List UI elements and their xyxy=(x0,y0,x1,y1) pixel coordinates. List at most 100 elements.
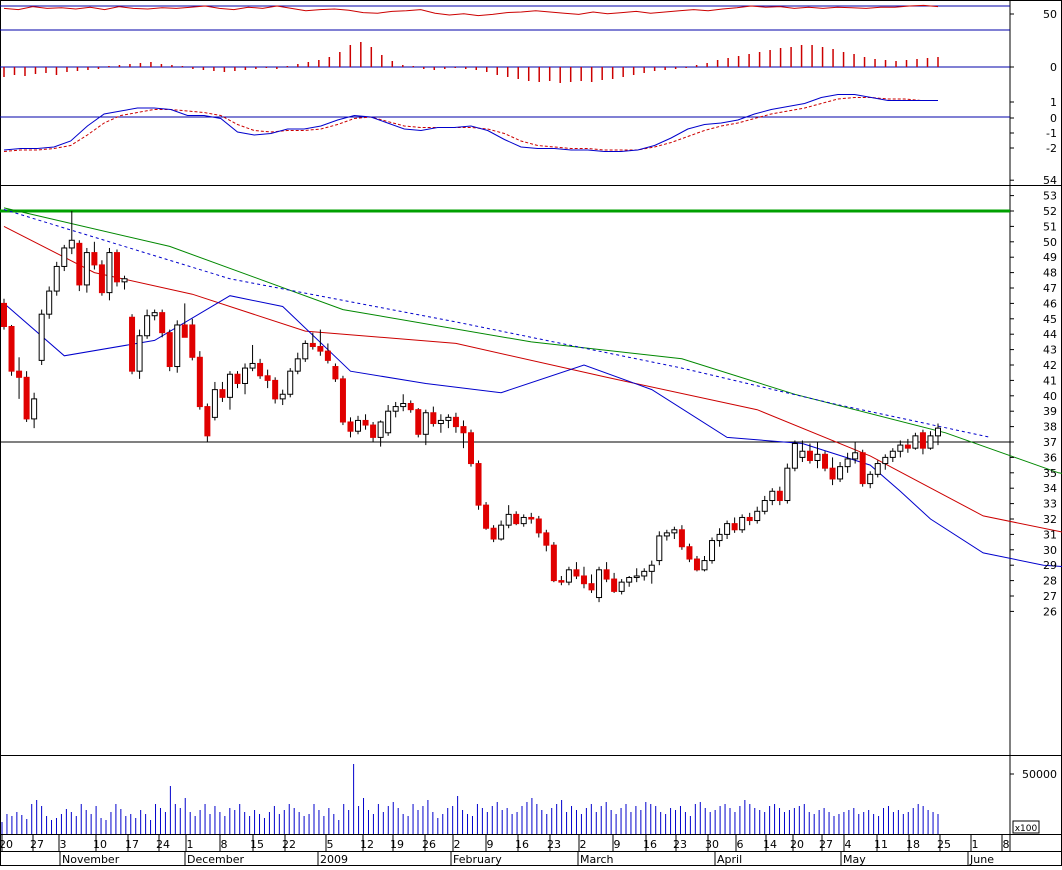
date-tick-label: 2 xyxy=(580,838,587,851)
candle-body xyxy=(332,366,339,380)
candle-body xyxy=(166,332,173,368)
month-label: June xyxy=(969,853,994,866)
candle-body xyxy=(294,358,301,372)
candle-body xyxy=(468,432,474,465)
candle-body xyxy=(129,316,136,372)
candle-body xyxy=(264,375,271,381)
candle-body xyxy=(686,546,693,560)
candle-body xyxy=(106,252,113,294)
macd-tick-label: 1 xyxy=(1050,96,1057,109)
candle-body xyxy=(693,558,700,571)
macd-panel xyxy=(0,94,1010,152)
candle-body xyxy=(761,500,768,512)
candle-body xyxy=(844,458,851,468)
price-tick-label: 51 xyxy=(1043,220,1057,233)
candle-body xyxy=(889,450,896,458)
candle-body xyxy=(144,315,151,337)
candle-body xyxy=(31,398,38,420)
price-tick-label: 49 xyxy=(1043,251,1057,264)
date-tick-label: 8 xyxy=(1003,838,1010,851)
candle-body xyxy=(663,532,670,537)
price-tick-label: 31 xyxy=(1043,528,1057,541)
candle-body xyxy=(611,578,618,592)
candle-body xyxy=(528,516,535,520)
candle-body xyxy=(784,467,791,502)
price-tick-label: 46 xyxy=(1043,297,1057,310)
date-tick-label: 4 xyxy=(845,838,852,851)
macd-tick-label: -2 xyxy=(1046,142,1057,155)
date-tick-label: 18 xyxy=(906,838,920,851)
candle-body xyxy=(580,575,587,585)
candle-body xyxy=(859,452,866,485)
candle-body xyxy=(91,252,98,266)
candle-body xyxy=(385,410,392,434)
candle-body xyxy=(603,569,610,580)
date-tick-label: 16 xyxy=(643,838,657,851)
candle-body xyxy=(249,362,256,369)
candle-body xyxy=(739,516,746,531)
month-label: March xyxy=(580,853,614,866)
ma-dashed-line xyxy=(3,209,991,438)
date-tick-label: 23 xyxy=(547,838,561,851)
price-tick-label: 30 xyxy=(1043,544,1057,557)
date-tick-label: 9 xyxy=(614,838,621,851)
macd-line xyxy=(3,94,938,152)
month-label: May xyxy=(843,853,866,866)
candle-body xyxy=(181,324,188,338)
macd-signal-line xyxy=(3,97,938,152)
candle-body xyxy=(355,419,362,432)
candle-body xyxy=(1,302,7,327)
price-tick-label: 40 xyxy=(1043,390,1057,403)
candle-body xyxy=(927,435,934,449)
price-tick-label: 38 xyxy=(1043,421,1057,434)
candle-body xyxy=(867,473,874,485)
candle-body xyxy=(362,419,369,426)
date-tick-label: 24 xyxy=(156,838,170,851)
candle-body xyxy=(309,342,316,348)
candle-body xyxy=(347,421,354,432)
candle-body xyxy=(189,324,196,358)
candle-body xyxy=(513,513,520,525)
date-tick-label: 6 xyxy=(737,838,744,851)
volume-tick-label: 50000 xyxy=(1022,768,1057,781)
price-tick-label: 54 xyxy=(1043,174,1057,187)
candle-body xyxy=(121,278,128,283)
candle-body xyxy=(257,362,264,377)
price-tick-label: 48 xyxy=(1043,267,1057,280)
date-tick-label: 1 xyxy=(972,838,979,851)
candle-body xyxy=(656,535,663,562)
price-tick-label: 29 xyxy=(1043,559,1057,572)
price-tick-label: 47 xyxy=(1043,282,1057,295)
price-tick-label: 43 xyxy=(1043,344,1057,357)
candle-body xyxy=(98,264,105,294)
candle-body xyxy=(317,346,324,352)
candle-body xyxy=(68,239,75,249)
candle-body xyxy=(8,326,15,372)
candle-body xyxy=(234,373,241,384)
date-axis: 20 27 3 10 17 24 1 8 15 22 5 12 19 26 2 9 16 23 2 9 16 23 30 6 1… xyxy=(0,835,1010,866)
date-tick-label: 16 xyxy=(515,838,529,851)
date-tick-label: 14 xyxy=(763,838,777,851)
candle-body xyxy=(558,580,565,583)
price-tick-label: 42 xyxy=(1043,359,1057,372)
date-tick-label: 10 xyxy=(93,838,107,851)
candle-body xyxy=(626,577,633,583)
price-tick-label: 39 xyxy=(1043,405,1057,418)
month-label: 2009 xyxy=(320,853,348,866)
candle-body xyxy=(754,510,761,522)
candle-body xyxy=(452,416,459,428)
candle-body xyxy=(211,389,218,418)
ma-mid-line xyxy=(3,225,1062,533)
candle-body xyxy=(806,450,813,461)
candle-body xyxy=(279,393,286,400)
price-tick-label: 27 xyxy=(1043,590,1057,603)
candle-body xyxy=(159,312,166,334)
histogram-panel xyxy=(0,42,1010,83)
candle-body xyxy=(776,490,783,502)
date-tick-label: 20 xyxy=(0,838,13,851)
price-tick-label: 45 xyxy=(1043,313,1057,326)
candle-body xyxy=(242,367,249,384)
candle-body xyxy=(829,467,836,480)
